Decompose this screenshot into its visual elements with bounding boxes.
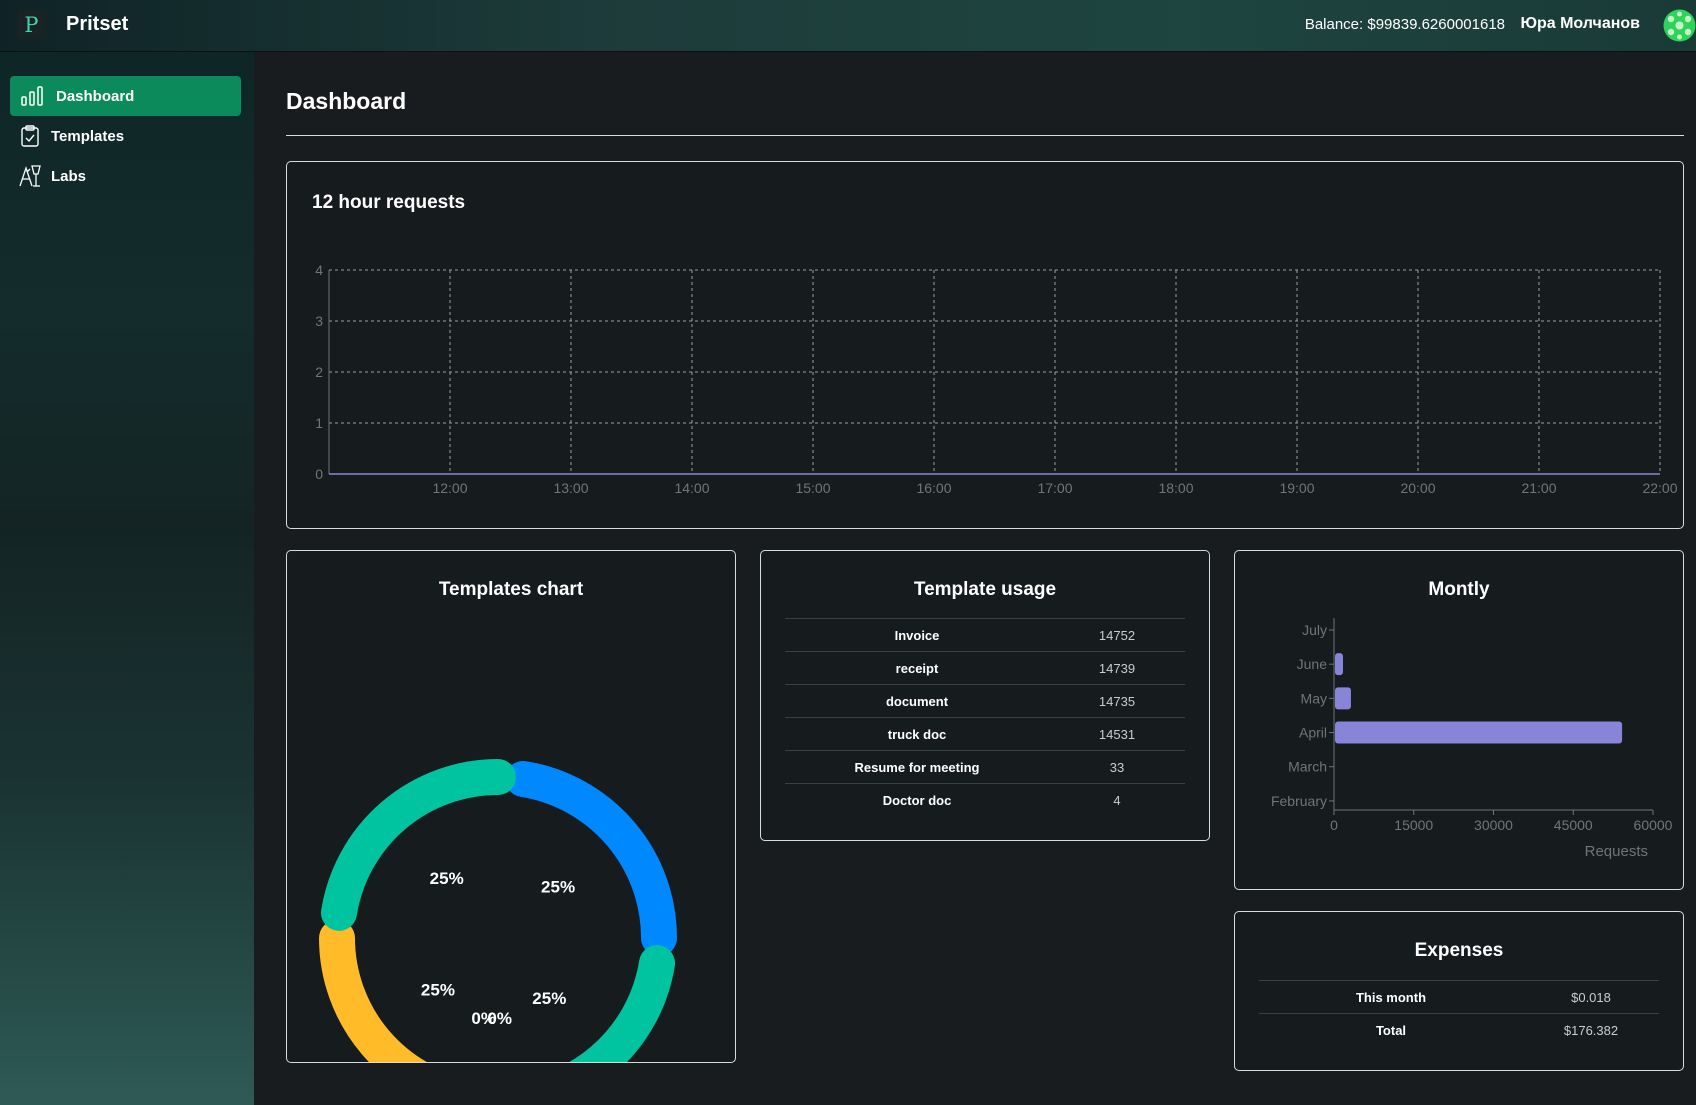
x-tick-label: 16:00 — [916, 480, 951, 496]
template-count: 33 — [1049, 750, 1185, 784]
table-row: receipt 14739 — [785, 651, 1185, 685]
sidebar-item-dashboard[interactable]: Dashboard — [10, 76, 241, 116]
templates-pie-chart: 25% 25% 0%0% 25% 25% — [319, 759, 677, 1062]
template-name: Invoice — [785, 618, 1049, 652]
pie-slice-label: 25% — [532, 989, 566, 1008]
pie-slice — [505, 760, 677, 956]
template-count: 14739 — [1049, 651, 1185, 685]
sidebar-item-label: Templates — [51, 127, 125, 145]
templates-chart-title: Templates chart — [438, 579, 584, 600]
username[interactable]: Юра Молчанов — [1520, 15, 1640, 32]
template-name: Doctor doc — [785, 783, 1049, 817]
expense-name: This month — [1259, 980, 1523, 1014]
sidebar-item-templates[interactable]: Templates — [10, 116, 241, 156]
table-row: truck doc 14531 — [785, 717, 1185, 751]
x-tick-label: 19:00 — [1279, 480, 1314, 496]
template-name: truck doc — [785, 717, 1049, 751]
bar-chart-icon — [20, 84, 44, 108]
table-row: Resume for meeting 33 — [785, 750, 1185, 784]
template-usage-table: Invoice 14752 receipt 14739 document 14735 tru… — [785, 618, 1185, 817]
template-count: 14735 — [1049, 684, 1185, 718]
balance-text: Balance: $99839.6260001618 — [1304, 16, 1505, 33]
x-tick-label: 13:00 — [553, 480, 588, 496]
template-usage-card: Template usage Invoice 14752 receipt 14739 d… — [760, 550, 1210, 841]
pie-slice — [320, 759, 516, 931]
expense-name: Total — [1259, 1013, 1523, 1047]
y-tick-label: 2 — [315, 364, 323, 380]
sidebar-item-labs[interactable]: Labs — [10, 156, 241, 196]
table-row: Invoice 14752 — [785, 618, 1185, 652]
expense-value: $176.382 — [1523, 1013, 1659, 1047]
pie-slice-label: 0% — [487, 1009, 512, 1028]
monthly-title: Montly — [1428, 579, 1490, 600]
logo-letter: P — [24, 12, 39, 37]
y-tick-label: 1 — [315, 415, 323, 431]
pie-slice — [319, 920, 427, 1062]
pie-slice-label: 25% — [430, 869, 464, 888]
x-tick-label: 21:00 — [1521, 480, 1556, 496]
x-tick-label: 15000 — [1394, 817, 1433, 833]
bar — [1335, 653, 1343, 676]
y-tick-label: February — [1271, 793, 1327, 809]
x-axis-label: Requests — [1585, 843, 1648, 860]
template-name: document — [785, 684, 1049, 718]
table-row: This month $0.018 — [1259, 980, 1659, 1014]
x-tick-label: 12:00 — [432, 480, 467, 496]
avatar-icon[interactable] — [1663, 9, 1696, 42]
x-tick-label: 30000 — [1474, 817, 1513, 833]
template-name: Resume for meeting — [785, 750, 1049, 784]
requests-line-chart: 0 1 2 3 4 12:00 13:00 14:00 15:00 16:00 17:00 18:00… — [315, 262, 1678, 496]
y-tick-label: July — [1302, 622, 1327, 638]
app-logo[interactable]: P — [17, 10, 46, 39]
sidebar-item-label: Labs — [51, 167, 87, 185]
requests-card: 12 hour requests 0 1 2 3 4 12:00 13:00 14:00 15:… — [286, 161, 1684, 529]
x-tick-label: 20:00 — [1400, 480, 1435, 496]
x-tick-label: 0 — [1330, 817, 1338, 833]
x-tick-label: 15:00 — [795, 480, 830, 496]
x-tick-label: 45000 — [1554, 817, 1593, 833]
y-tick-label: 3 — [315, 313, 323, 329]
table-row: Total $176.382 — [1259, 1013, 1659, 1047]
expenses-title: Expenses — [1414, 940, 1504, 961]
expenses-card: Expenses This month $0.018 Total $176.382 — [1234, 911, 1684, 1071]
expenses-table: This month $0.018 Total $176.382 — [1259, 980, 1659, 1047]
bar — [1335, 687, 1351, 710]
template-name: receipt — [785, 651, 1049, 685]
x-tick-label: 60000 — [1634, 817, 1673, 833]
brand-name[interactable]: Pritset — [66, 13, 129, 35]
template-count: 4 — [1049, 783, 1185, 817]
y-tick-label: April — [1299, 725, 1327, 741]
x-tick-label: 14:00 — [674, 480, 709, 496]
y-tick-label: June — [1297, 656, 1328, 672]
x-tick-label: 17:00 — [1037, 480, 1072, 496]
table-row: document 14735 — [785, 684, 1185, 718]
pie-slice-label: 0% — [471, 1009, 496, 1028]
y-tick-label: May — [1301, 690, 1327, 706]
y-tick-label: March — [1288, 759, 1327, 775]
x-tick-label: 22:00 — [1642, 480, 1677, 496]
sidebar: Dashboard Templates Labs — [0, 52, 254, 1105]
templates-chart-card: Templates chart 25% 25% 0% 0% 25% 25% — [286, 550, 736, 1063]
top-bar: P Pritset Balance: $99839.6260001618 Юра… — [0, 0, 1696, 52]
bar — [1335, 721, 1623, 744]
pie-slice-label: 25% — [541, 878, 575, 897]
clipboard-check-icon — [18, 124, 42, 148]
pie-slice-label: 25% — [421, 980, 455, 999]
sidebar-item-label: Dashboard — [56, 87, 135, 105]
x-tick-label: 18:00 — [1158, 480, 1193, 496]
page-title: Dashboard — [286, 88, 407, 114]
expense-value: $0.018 — [1523, 980, 1659, 1014]
template-usage-title: Template usage — [913, 579, 1057, 600]
pie-slice — [569, 945, 676, 1062]
template-count: 14531 — [1049, 717, 1185, 751]
title-divider — [286, 135, 1684, 136]
y-tick-label: 4 — [315, 262, 323, 278]
y-tick-label: 0 — [315, 466, 323, 482]
table-row: Doctor doc 4 — [785, 783, 1185, 817]
monthly-card: Montly July June May April March February 0 150… — [1234, 550, 1684, 890]
lab-tools-icon — [18, 164, 42, 188]
template-count: 14752 — [1049, 618, 1185, 652]
requests-title: 12 hour requests — [312, 192, 466, 213]
